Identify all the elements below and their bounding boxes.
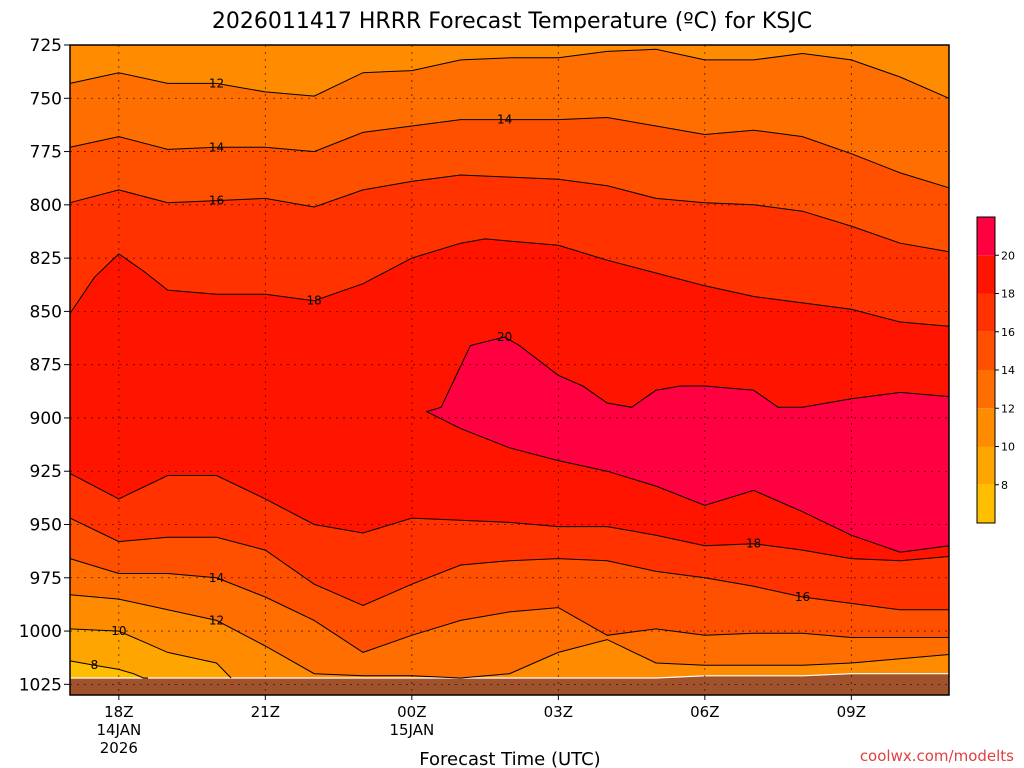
contour-label: 14: [209, 571, 224, 585]
band-fill: [70, 660, 149, 678]
contour-line: [69, 594, 950, 679]
contour-label: 12: [209, 76, 224, 90]
y-tick-label: 800: [30, 196, 62, 216]
contour-label: 8: [91, 658, 99, 672]
y-tick-label: 750: [30, 89, 62, 109]
band-fill: [70, 175, 949, 327]
ground-surface: [70, 673, 949, 695]
contour-line: [69, 238, 950, 327]
contour-line: [69, 48, 950, 99]
x-tick-label: 21Z: [251, 703, 280, 721]
x-tick-label: 2026: [100, 739, 138, 757]
colorbar-swatch: [977, 446, 995, 485]
contour-label: 10: [111, 624, 126, 638]
y-tick-label: 975: [30, 569, 62, 589]
y-tick-label: 900: [30, 409, 62, 429]
contour-label: 14: [497, 113, 512, 127]
x-tick-label: 00Z: [397, 703, 426, 721]
contour-label: 18: [746, 537, 761, 551]
band-fill: [70, 594, 949, 695]
ground-line: [70, 673, 949, 679]
contour-label: 12: [209, 613, 224, 627]
y-tick-label: 850: [30, 302, 62, 322]
contour-line: [69, 558, 949, 653]
y-tick-label: 725: [30, 36, 62, 56]
contour-line: [426, 336, 950, 553]
x-tick-label: 03Z: [544, 703, 573, 721]
contour-line: [69, 660, 149, 679]
colorbar-swatch: [977, 217, 995, 256]
contour-label: 16: [209, 194, 224, 208]
colorbar-swatch: [977, 370, 995, 409]
contour-line: [69, 517, 949, 611]
colorbar-label: 14: [1001, 364, 1015, 377]
band-fill: [70, 49, 949, 188]
contour-lines: [69, 48, 950, 679]
band-fill: [426, 337, 949, 553]
x-axis-label: Forecast Time (UTC): [419, 749, 600, 768]
y-tick-label: 950: [30, 516, 62, 536]
contour-line: [69, 472, 950, 562]
colorbar-swatch: [977, 293, 995, 332]
y-tick-label: 1000: [19, 622, 62, 642]
colorbar-swatch: [977, 331, 995, 370]
y-tick-label: 925: [30, 462, 62, 482]
band-fill: [70, 518, 949, 653]
contour-line: [69, 628, 232, 679]
band-fill: [70, 473, 949, 610]
colorbar-label: 12: [1001, 402, 1015, 415]
colorbar-label: 20: [1001, 249, 1015, 262]
colorbar-label: 8: [1001, 479, 1008, 492]
colorbar-swatch: [977, 408, 995, 447]
x-tick-label: 14JAN: [96, 721, 141, 739]
contour-label: 14: [209, 140, 224, 154]
colorbar-label: 18: [1001, 288, 1015, 301]
band-fill: [70, 45, 949, 99]
x-tick-label: 06Z: [690, 703, 719, 721]
colorbar-swatch: [977, 484, 995, 523]
contour-fills: [70, 45, 949, 695]
contour-line: [69, 174, 950, 253]
band-fill: [70, 628, 232, 678]
colorbar-swatch: [977, 255, 995, 294]
plot-frame: [69, 44, 950, 696]
y-tick-label: 875: [30, 356, 62, 376]
chart-title: 2026011417 HRRR Forecast Temperature (ºC…: [212, 9, 812, 34]
x-tick-label: 18Z: [104, 703, 133, 721]
y-tick-label: 825: [30, 249, 62, 269]
colorbar: 8 10 12 14 16 18 20: [976, 216, 1015, 524]
y-axis: 725 750 775 800 825 850 875 900 925 950 975 1000 102…: [19, 36, 70, 695]
contour-label: 16: [795, 590, 810, 604]
band-fill: [70, 558, 949, 678]
colorbar-label: 16: [1001, 326, 1015, 339]
x-tick-label: 15JAN: [389, 721, 434, 739]
colorbar-label: 10: [1001, 441, 1015, 454]
contour-label: 18: [307, 294, 322, 308]
contour-label: 20: [497, 330, 512, 344]
y-tick-label: 775: [30, 143, 62, 163]
credit-text: coolwx.com/modelts: [860, 747, 1014, 765]
y-tick-label: 1025: [19, 675, 62, 695]
band-fill: [70, 117, 949, 252]
contour-labels: 12 14 14 16 18 20 18 16 14 12 10 8: [91, 76, 811, 672]
plot-area: 12 14 14 16 18 20 18 16 14 12 10 8: [69, 44, 950, 696]
x-tick-label: 09Z: [837, 703, 866, 721]
contour-line: [69, 116, 950, 189]
